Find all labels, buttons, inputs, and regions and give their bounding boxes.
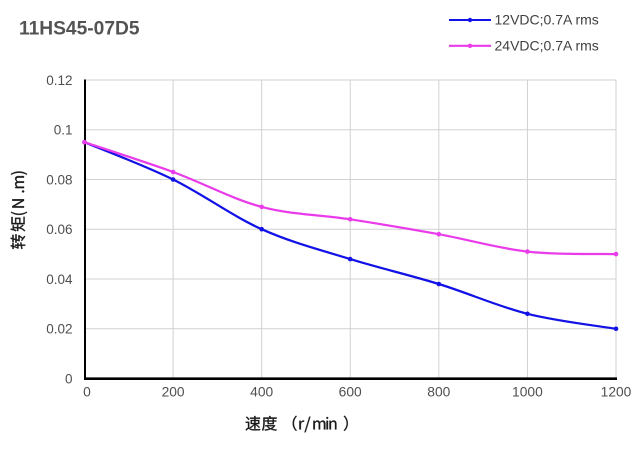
svg-text:1200: 1200	[601, 385, 632, 400]
svg-text:0.02: 0.02	[46, 322, 72, 337]
svg-text:0.06: 0.06	[46, 222, 72, 237]
svg-text:12VDC;0.7A rms: 12VDC;0.7A rms	[495, 12, 599, 28]
svg-text:800: 800	[427, 385, 450, 400]
svg-text:0: 0	[83, 385, 91, 400]
svg-text:0.12: 0.12	[46, 73, 72, 88]
svg-text:0.1: 0.1	[54, 123, 73, 138]
svg-text:0.08: 0.08	[46, 172, 72, 187]
svg-text:600: 600	[339, 385, 362, 400]
svg-text:200: 200	[162, 385, 185, 400]
svg-text:400: 400	[250, 385, 273, 400]
svg-text:0.04: 0.04	[46, 272, 73, 287]
svg-text:1000: 1000	[512, 385, 543, 400]
svg-text:24VDC;0.7A rms: 24VDC;0.7A rms	[495, 37, 599, 53]
svg-text:0: 0	[65, 371, 73, 386]
svg-text:11HS45-07D5: 11HS45-07D5	[19, 19, 140, 40]
